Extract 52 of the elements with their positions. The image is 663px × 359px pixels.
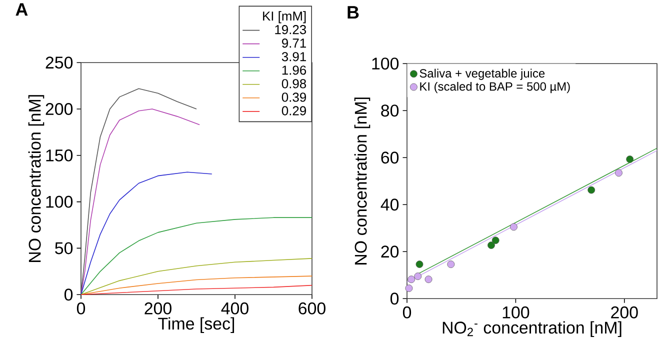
point xyxy=(414,272,422,280)
point xyxy=(492,236,500,244)
chart-title: B xyxy=(348,6,359,19)
y-tick-label: 0 xyxy=(64,288,73,301)
point xyxy=(615,169,622,177)
point xyxy=(405,284,413,292)
point xyxy=(488,242,495,250)
point xyxy=(510,223,518,231)
line-series xyxy=(80,172,212,296)
point xyxy=(424,276,432,284)
x-tick-label: 600 xyxy=(298,302,326,315)
legend-label: Saliva + vegetable juice xyxy=(420,68,545,80)
legend-label: 0.39 xyxy=(282,92,306,102)
x-tick-label: 100 xyxy=(502,306,530,319)
line-series xyxy=(80,285,312,296)
legend-label: 3.91 xyxy=(282,52,306,62)
legend-label: 19.23 xyxy=(275,25,306,34)
legend-label: 9.71 xyxy=(282,38,306,48)
point xyxy=(416,260,424,268)
x-tick-label: 200 xyxy=(611,306,638,319)
legend-title: KI [mM] xyxy=(263,11,306,24)
x-tick-label: 0 xyxy=(402,306,412,319)
y-tick-label: 60 xyxy=(381,152,399,164)
chart-title: A xyxy=(16,3,28,16)
y-tick-label: 100 xyxy=(372,58,399,70)
legend-label: 1.96 xyxy=(282,66,306,75)
legend-label: KI (scaled to BAP = 500 µM) xyxy=(420,82,570,94)
x-axis-title: NO$_{2}$$^{-}$ concentration [nM] xyxy=(442,321,622,338)
y-axis-title: NO concentration [nM] xyxy=(354,98,370,265)
y-tick-label: 250 xyxy=(46,56,73,69)
point xyxy=(626,156,634,164)
y-tick-label: 50 xyxy=(55,242,73,254)
y-tick-label: 40 xyxy=(380,198,399,211)
legend-label: 0.29 xyxy=(282,106,306,116)
y-tick-label: 0 xyxy=(390,292,399,305)
y-tick-label: 20 xyxy=(381,246,399,258)
x-axis-title: Time [sec] xyxy=(158,317,234,334)
point xyxy=(408,276,416,284)
y-tick-label: 150 xyxy=(46,150,73,162)
point xyxy=(588,186,596,194)
legend-label: 0.98 xyxy=(282,79,306,88)
y-axis-title: NO concentration [nM] xyxy=(28,95,44,262)
y-tick-label: 200 xyxy=(46,103,73,116)
y-tick-label: 80 xyxy=(381,104,399,117)
y-tick-label: 100 xyxy=(46,196,73,208)
point xyxy=(447,260,455,268)
x-tick-label: 200 xyxy=(144,302,172,315)
line-series xyxy=(80,276,312,296)
line-series xyxy=(80,258,312,296)
x-tick-label: 400 xyxy=(221,302,248,315)
x-tick-label: 0 xyxy=(76,302,86,315)
line-series xyxy=(80,217,312,296)
